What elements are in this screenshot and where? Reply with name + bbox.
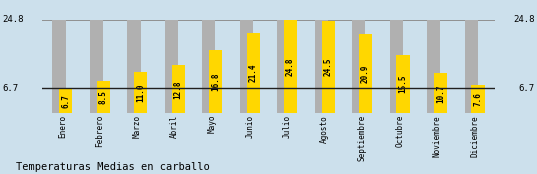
Bar xyxy=(127,20,141,113)
Text: 6.7: 6.7 xyxy=(518,84,534,93)
Bar xyxy=(172,65,185,113)
Text: 6.7: 6.7 xyxy=(3,84,19,93)
Bar xyxy=(90,20,103,113)
Bar xyxy=(246,33,260,113)
Text: 24.8: 24.8 xyxy=(3,15,24,24)
Bar xyxy=(315,20,328,113)
Bar xyxy=(202,20,215,113)
Text: 6.7: 6.7 xyxy=(61,94,70,108)
Bar xyxy=(97,81,110,113)
Bar xyxy=(134,72,147,113)
Text: 24.8: 24.8 xyxy=(286,57,295,76)
Text: 24.5: 24.5 xyxy=(324,58,332,76)
Bar xyxy=(434,73,447,113)
Bar xyxy=(284,20,297,113)
Bar xyxy=(240,20,253,113)
Text: 20.9: 20.9 xyxy=(361,65,370,83)
Text: 11.0: 11.0 xyxy=(136,84,145,102)
Bar xyxy=(359,34,372,113)
Bar xyxy=(209,50,222,113)
Bar xyxy=(165,20,178,113)
Text: 10.7: 10.7 xyxy=(436,84,445,102)
Bar xyxy=(465,20,478,113)
Bar xyxy=(396,55,410,113)
Text: Temperaturas Medias en carballo: Temperaturas Medias en carballo xyxy=(16,162,210,172)
Text: 15.5: 15.5 xyxy=(398,75,408,93)
Text: 8.5: 8.5 xyxy=(99,90,108,104)
Bar xyxy=(352,20,365,113)
Text: 12.8: 12.8 xyxy=(173,80,183,98)
Text: 24.8: 24.8 xyxy=(513,15,534,24)
Text: 16.8: 16.8 xyxy=(211,73,220,91)
Text: 21.4: 21.4 xyxy=(249,64,258,82)
Bar xyxy=(322,21,335,113)
Bar xyxy=(59,88,72,113)
Bar xyxy=(390,20,403,113)
Bar xyxy=(277,20,291,113)
Text: 7.6: 7.6 xyxy=(474,92,483,106)
Bar xyxy=(427,20,440,113)
Bar xyxy=(53,20,66,113)
Bar xyxy=(471,85,484,113)
